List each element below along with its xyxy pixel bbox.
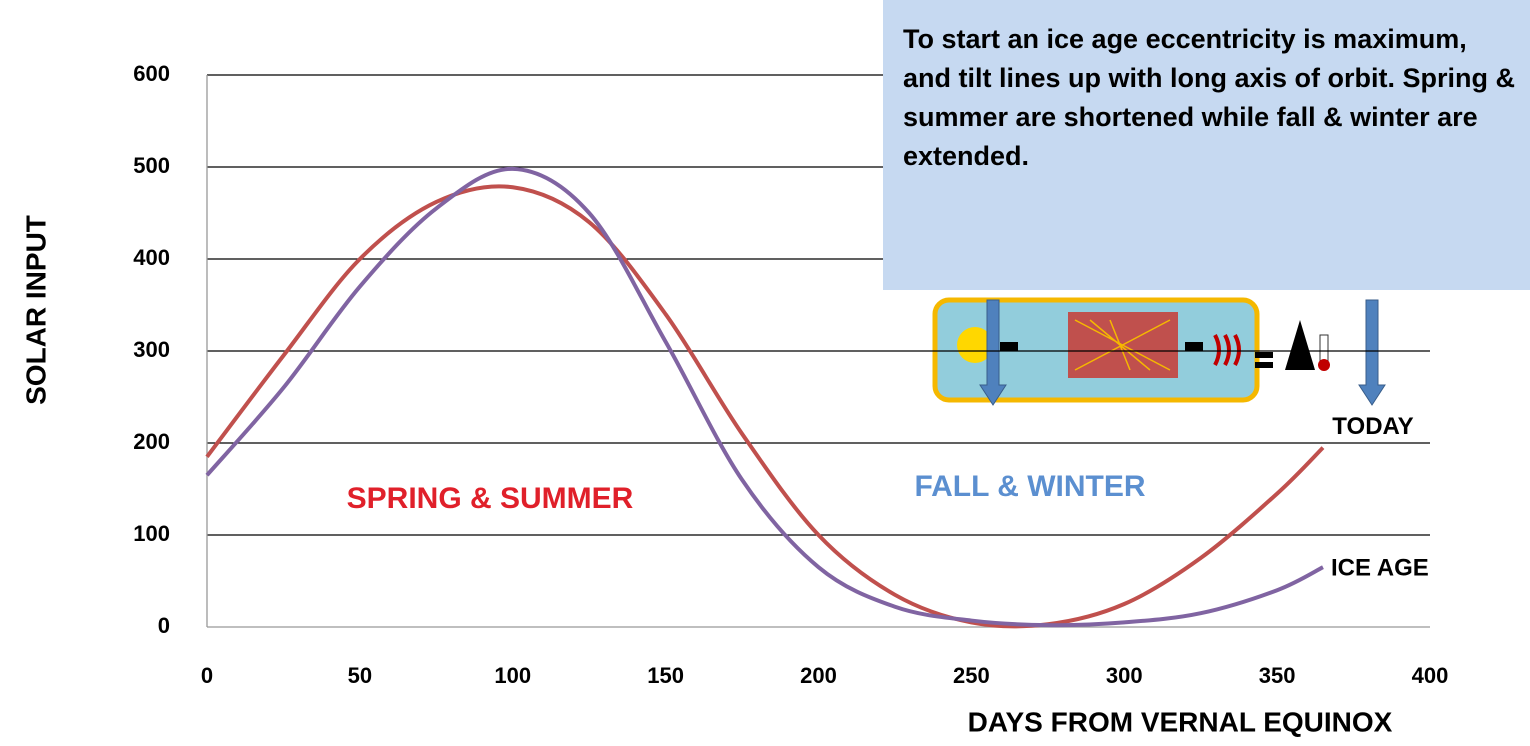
annotation: FALL & WINTER — [914, 470, 1145, 503]
x-tick-label: 150 — [647, 663, 684, 688]
y-tick-label: 100 — [133, 521, 170, 546]
y-tick-label: 200 — [133, 429, 170, 454]
series-line — [205, 184, 1325, 629]
y-tick-label: 500 — [133, 153, 170, 178]
x-axis-title: DAYS FROM VERNAL EQUINOX — [968, 706, 1393, 737]
x-tick-label: 350 — [1259, 663, 1296, 688]
series-label: ICE AGE — [1331, 555, 1429, 582]
annotation: SPRING & SUMMER — [347, 482, 634, 515]
x-tick-label: 0 — [201, 663, 213, 688]
x-tick-label: 300 — [1106, 663, 1143, 688]
x-tick-label: 200 — [800, 663, 837, 688]
y-tick-label: 300 — [133, 337, 170, 362]
annotation-box: To start an ice age eccentricity is maxi… — [883, 0, 1530, 290]
y-tick-label: 0 — [158, 613, 170, 638]
x-tick-label: 50 — [348, 663, 372, 688]
y-tick-label: 400 — [133, 245, 170, 270]
series-label: TODAY — [1332, 413, 1413, 440]
y-tick-label: 600 — [133, 61, 170, 86]
x-tick-label: 250 — [953, 663, 990, 688]
x-tick-label: 400 — [1412, 663, 1449, 688]
energy-balance-icon — [932, 297, 1386, 406]
series-line — [205, 166, 1324, 628]
x-tick-label: 100 — [494, 663, 531, 688]
y-axis-title: SOLAR INPUT — [20, 215, 51, 405]
